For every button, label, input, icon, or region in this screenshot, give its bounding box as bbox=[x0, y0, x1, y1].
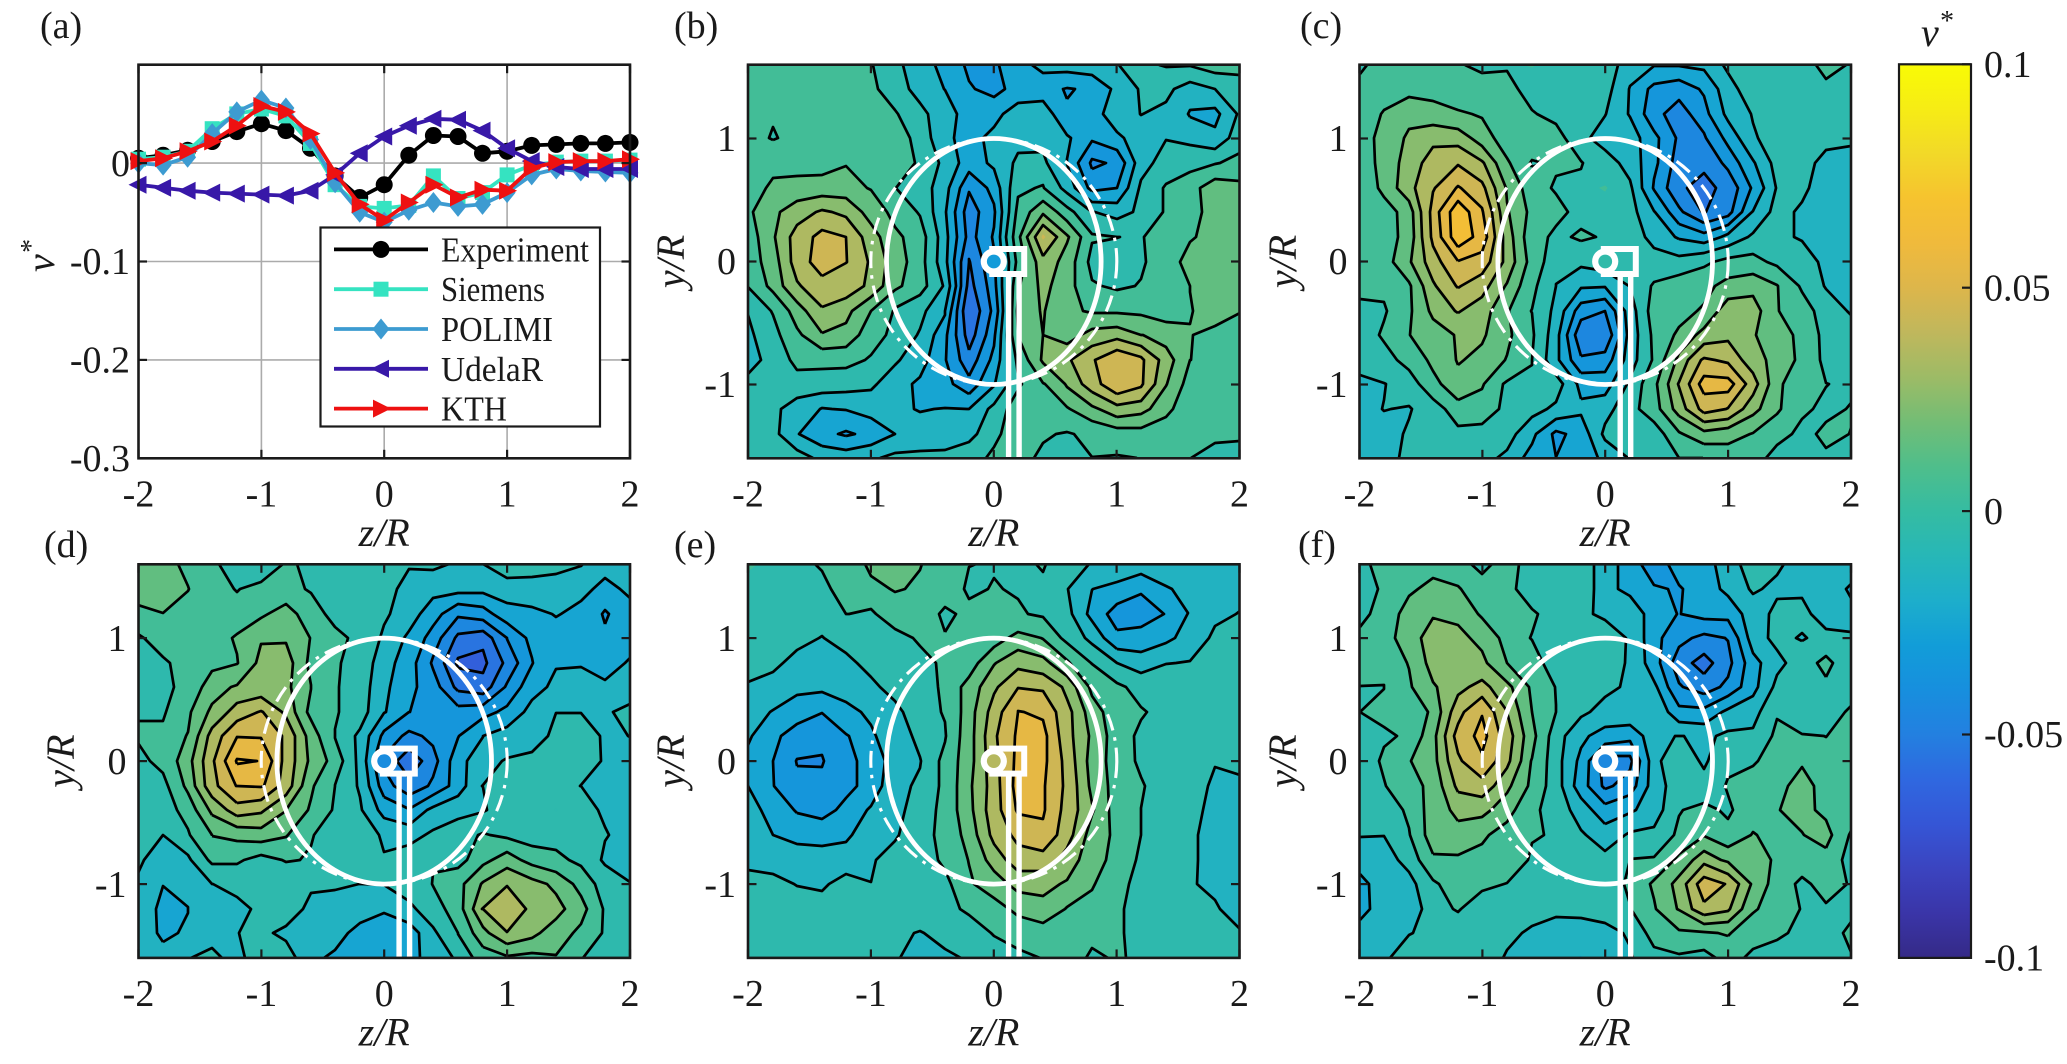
svg-text:-1: -1 bbox=[1467, 474, 1499, 516]
svg-text:-2: -2 bbox=[732, 973, 764, 1015]
svg-text:1: 1 bbox=[1719, 973, 1738, 1015]
svg-text:y/R: y/R bbox=[1260, 734, 1305, 791]
svg-text:1: 1 bbox=[498, 474, 517, 516]
svg-text:Experiment: Experiment bbox=[441, 230, 589, 269]
svg-text:0: 0 bbox=[1596, 973, 1615, 1015]
svg-text:0.1: 0.1 bbox=[1984, 44, 2032, 86]
svg-text:2: 2 bbox=[621, 474, 640, 516]
svg-text:UdelaR: UdelaR bbox=[441, 350, 544, 389]
svg-text:-0.1: -0.1 bbox=[70, 241, 130, 283]
svg-text:-1: -1 bbox=[95, 864, 127, 906]
svg-text:y/R: y/R bbox=[1260, 235, 1305, 292]
svg-text:1: 1 bbox=[1107, 973, 1126, 1015]
svg-text:0: 0 bbox=[984, 973, 1003, 1015]
svg-text:-1: -1 bbox=[246, 474, 278, 516]
svg-text:1: 1 bbox=[717, 118, 736, 160]
svg-text:-2: -2 bbox=[1344, 474, 1376, 516]
svg-text:KTH: KTH bbox=[441, 390, 507, 429]
svg-text:2: 2 bbox=[1230, 474, 1249, 516]
svg-text:-1: -1 bbox=[855, 474, 887, 516]
svg-text:-2: -2 bbox=[1344, 973, 1376, 1015]
svg-text:-0.05: -0.05 bbox=[1984, 714, 2063, 756]
svg-text:0: 0 bbox=[375, 474, 394, 516]
svg-text:0: 0 bbox=[717, 741, 736, 783]
svg-text:Siemens: Siemens bbox=[441, 270, 545, 309]
svg-text:z/R: z/R bbox=[1579, 510, 1631, 555]
svg-text:0: 0 bbox=[375, 973, 394, 1015]
svg-text:1: 1 bbox=[717, 618, 736, 660]
svg-text:z/R: z/R bbox=[358, 510, 410, 555]
svg-text:(d): (d) bbox=[44, 524, 88, 566]
svg-text:2: 2 bbox=[1842, 474, 1861, 516]
svg-text:-0.2: -0.2 bbox=[70, 340, 130, 382]
svg-text:v*: v* bbox=[16, 240, 63, 272]
svg-text:-0.3: -0.3 bbox=[70, 438, 130, 480]
svg-text:1: 1 bbox=[1329, 118, 1348, 160]
svg-text:POLIMI: POLIMI bbox=[441, 310, 553, 349]
svg-text:-1: -1 bbox=[1467, 973, 1499, 1015]
svg-text:(a): (a) bbox=[40, 5, 82, 47]
svg-text:-2: -2 bbox=[123, 474, 155, 516]
svg-text:1: 1 bbox=[498, 973, 517, 1015]
svg-text:y/R: y/R bbox=[38, 734, 83, 791]
svg-text:0: 0 bbox=[108, 741, 127, 783]
svg-text:0: 0 bbox=[984, 474, 1003, 516]
svg-text:1: 1 bbox=[1719, 474, 1738, 516]
svg-text:2: 2 bbox=[1842, 973, 1861, 1015]
svg-text:0: 0 bbox=[1329, 741, 1348, 783]
svg-text:2: 2 bbox=[1230, 973, 1249, 1015]
svg-text:z/R: z/R bbox=[358, 1009, 410, 1054]
svg-text:-1: -1 bbox=[1316, 864, 1348, 906]
svg-text:-2: -2 bbox=[123, 973, 155, 1015]
svg-text:y/R: y/R bbox=[648, 235, 693, 292]
svg-text:-1: -1 bbox=[246, 973, 278, 1015]
svg-text:(f): (f) bbox=[1298, 524, 1336, 566]
svg-text:-1: -1 bbox=[704, 364, 736, 406]
svg-text:z/R: z/R bbox=[1579, 1009, 1631, 1054]
svg-text:(e): (e) bbox=[674, 524, 716, 566]
svg-text:-0.1: -0.1 bbox=[1984, 938, 2044, 980]
svg-text:-1: -1 bbox=[1316, 364, 1348, 406]
svg-text:z/R: z/R bbox=[967, 510, 1019, 555]
svg-text:0: 0 bbox=[111, 143, 130, 185]
svg-text:1: 1 bbox=[108, 618, 127, 660]
svg-text:0: 0 bbox=[717, 241, 736, 283]
svg-text:0: 0 bbox=[1596, 474, 1615, 516]
svg-text:(b): (b) bbox=[674, 5, 718, 47]
svg-text:0.05: 0.05 bbox=[1984, 267, 2051, 309]
svg-text:y/R: y/R bbox=[648, 734, 693, 791]
svg-text:-1: -1 bbox=[704, 864, 736, 906]
svg-text:1: 1 bbox=[1329, 618, 1348, 660]
svg-text:z/R: z/R bbox=[967, 1009, 1019, 1054]
svg-text:0: 0 bbox=[1984, 491, 2003, 533]
svg-text:0: 0 bbox=[1329, 241, 1348, 283]
svg-text:-2: -2 bbox=[732, 474, 764, 516]
svg-text:(c): (c) bbox=[1300, 5, 1342, 47]
svg-text:2: 2 bbox=[621, 973, 640, 1015]
svg-text:1: 1 bbox=[1107, 474, 1126, 516]
svg-text:-1: -1 bbox=[855, 973, 887, 1015]
